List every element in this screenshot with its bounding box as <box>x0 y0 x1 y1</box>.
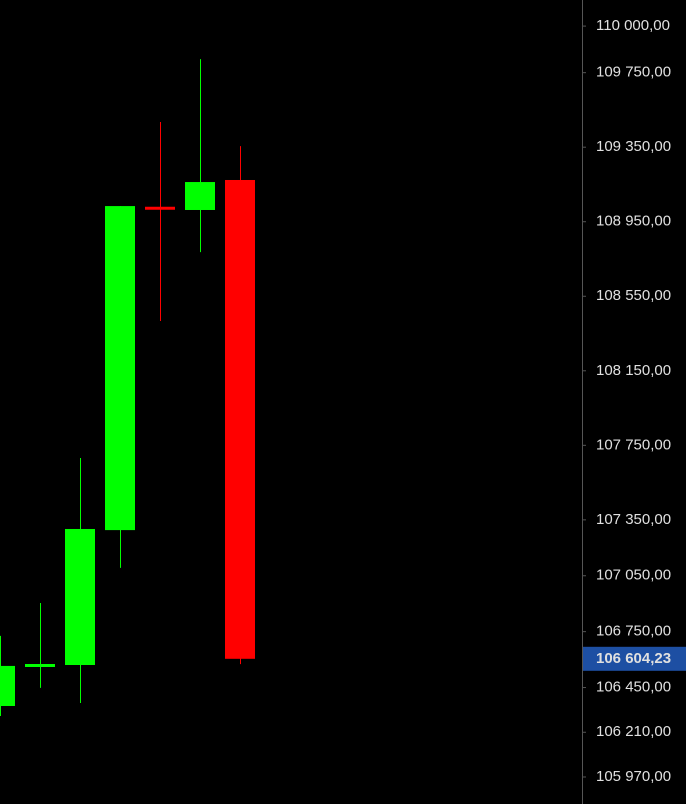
y-tick-label: 109 350,00 <box>596 138 671 155</box>
y-tick-label: 107 750,00 <box>596 436 671 453</box>
y-tick-label: 109 750,00 <box>596 64 671 81</box>
y-tick-label: 107 350,00 <box>596 511 671 528</box>
y-tick-label: 107 050,00 <box>596 567 671 584</box>
candle-body <box>185 182 215 210</box>
y-tick-label: 106 210,00 <box>596 723 671 740</box>
y-tick-label: 106 750,00 <box>596 623 671 640</box>
candle-body <box>225 179 255 659</box>
candle-body <box>25 664 55 668</box>
candle-body <box>105 206 135 531</box>
candle-body <box>65 528 95 666</box>
last-price-box <box>583 646 686 671</box>
y-tick-label: 108 150,00 <box>596 362 671 379</box>
y-tick-label: 110 000,00 <box>596 17 670 34</box>
candle-body <box>145 206 175 210</box>
y-tick-label: 108 550,00 <box>596 287 671 304</box>
candle-body <box>0 665 15 706</box>
y-tick-label: 105 970,00 <box>596 768 671 785</box>
last-price-label: 106 604,23 <box>596 650 671 667</box>
y-tick-label: 106 450,00 <box>596 679 671 696</box>
y-tick-label: 108 950,00 <box>596 213 671 230</box>
